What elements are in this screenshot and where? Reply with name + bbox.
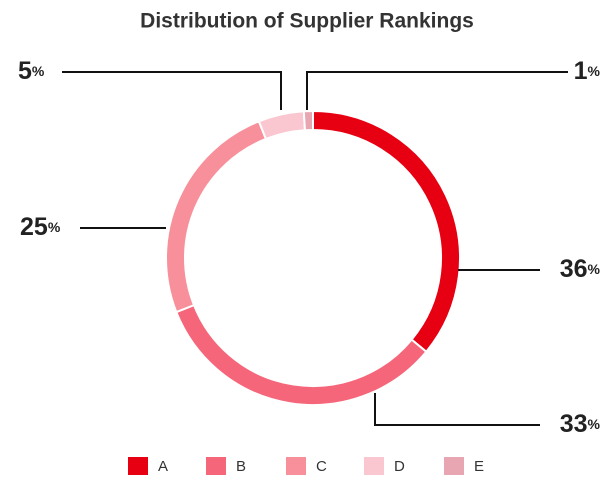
legend-swatch xyxy=(444,457,464,475)
value-label: 36% xyxy=(560,255,601,283)
legend-swatch xyxy=(364,457,384,475)
donut-segment xyxy=(312,109,461,354)
legend-label: D xyxy=(394,458,405,475)
legend-label: C xyxy=(316,458,327,475)
value-label: 25% xyxy=(20,213,61,241)
donut-segment xyxy=(302,109,314,132)
leader-line xyxy=(374,393,540,426)
value-label: 5% xyxy=(18,57,45,85)
legend-label: A xyxy=(158,458,168,475)
legend-swatch xyxy=(128,457,148,475)
leader-line xyxy=(306,71,568,110)
legend-label: E xyxy=(474,458,484,475)
value-label: 1% xyxy=(574,57,601,85)
leader-line xyxy=(62,71,282,110)
value-label: 33% xyxy=(560,410,601,438)
legend-label: B xyxy=(236,458,246,475)
donut-segment xyxy=(257,110,307,141)
donut-segment xyxy=(165,120,268,314)
donut-segment xyxy=(175,303,428,406)
legend-swatch xyxy=(206,457,226,475)
legend-swatch xyxy=(286,457,306,475)
chart-title: Distribution of Supplier Rankings xyxy=(140,10,474,33)
